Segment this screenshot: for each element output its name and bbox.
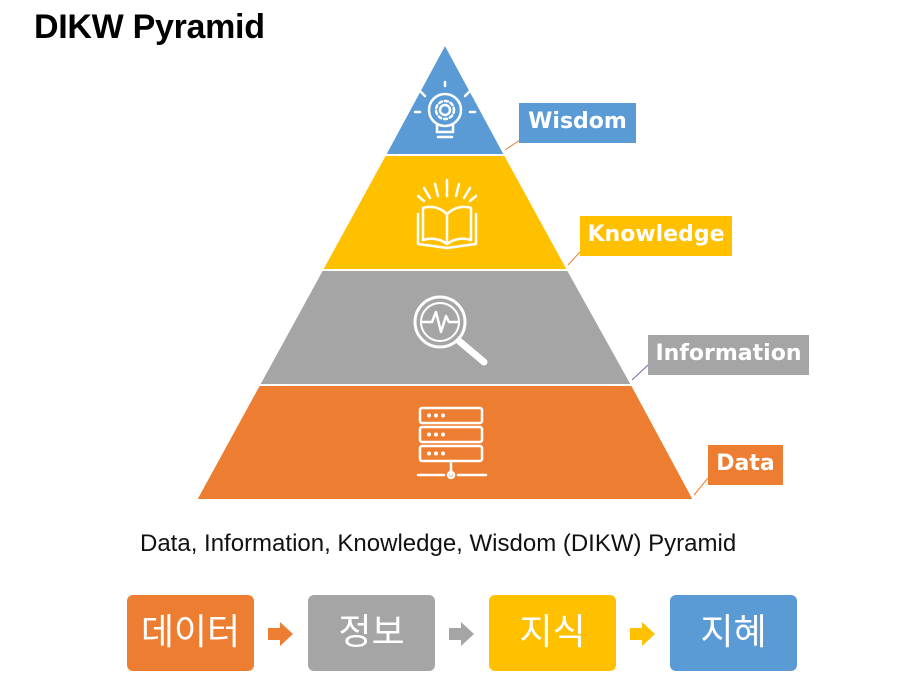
page-title: DIKW Pyramid xyxy=(34,8,265,46)
flow-box-knowledge: 지식 xyxy=(489,595,616,671)
flow-box-information: 정보 xyxy=(308,595,435,671)
lightbulb-gear-icon xyxy=(413,80,477,139)
flow-box-data: 데이터 xyxy=(127,595,254,671)
flow-box-wisdom: 지혜 xyxy=(670,595,797,671)
flow-label-information: 정보 xyxy=(338,612,405,653)
connector-wisdom xyxy=(504,139,521,151)
arrow-right-icon xyxy=(630,622,655,646)
flow-label-wisdom: 지혜 xyxy=(700,612,767,653)
connector-information xyxy=(631,364,649,381)
label-wisdom: Wisdom xyxy=(519,103,636,143)
arrow-right-icon xyxy=(449,622,474,646)
pyramid-level-information xyxy=(257,269,634,386)
label-information: Information xyxy=(648,335,809,375)
open-book-icon xyxy=(416,178,478,250)
connector-data xyxy=(693,477,709,496)
pyramid-caption: Data, Information, Knowledge, Wisdom (DI… xyxy=(140,530,737,557)
magnifier-pulse-icon xyxy=(413,295,488,366)
connector-knowledge xyxy=(567,251,581,266)
label-knowledge: Knowledge xyxy=(580,216,732,256)
flow-label-data: 데이터 xyxy=(140,612,241,653)
pyramid-level-wisdom xyxy=(383,41,507,156)
dikw-pyramid xyxy=(196,41,709,500)
server-icon xyxy=(416,406,488,480)
label-data: Data xyxy=(708,445,783,485)
flow-label-knowledge: 지식 xyxy=(519,612,586,653)
arrow-right-icon xyxy=(268,622,293,646)
